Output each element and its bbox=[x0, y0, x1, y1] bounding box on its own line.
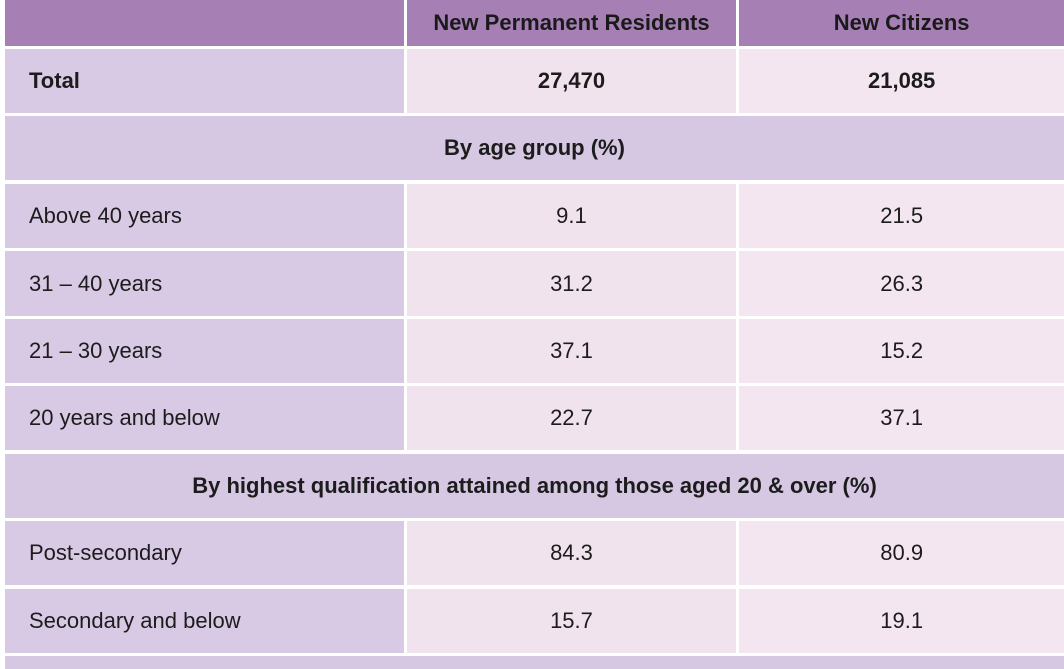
header-cell-new-permanent-residents: New Permanent Residents bbox=[406, 0, 737, 46]
cell-new-citizens: 26.3 bbox=[739, 251, 1064, 316]
table-row: Secondary and below 15.7 19.1 bbox=[0, 589, 1064, 653]
cell-new-citizens: 80.9 bbox=[739, 521, 1064, 585]
total-row: Total 27,470 21,085 bbox=[0, 49, 1064, 113]
section-title-qualification: By highest qualification attained among … bbox=[5, 454, 1064, 518]
cell-permanent-residents: 84.3 bbox=[406, 521, 737, 585]
row-label-total: Total bbox=[5, 49, 404, 113]
cell-permanent-residents: 22.7 bbox=[406, 386, 737, 450]
cell-permanent-residents: 31.2 bbox=[406, 251, 737, 316]
cell-new-citizens: 37.1 bbox=[739, 386, 1064, 450]
section-row-qualification: By highest qualification attained among … bbox=[0, 454, 1064, 518]
section-title-age-group: By age group (%) bbox=[5, 116, 1064, 180]
row-label: Secondary and below bbox=[5, 589, 404, 653]
row-label: Post-secondary bbox=[5, 521, 404, 585]
table-row: 31 – 40 years 31.2 26.3 bbox=[0, 251, 1064, 316]
row-label: Above 40 years bbox=[5, 184, 404, 248]
cell-new-citizens: 19.1 bbox=[739, 589, 1064, 653]
cell-permanent-residents: 9.1 bbox=[406, 184, 737, 248]
header-row: New Permanent Residents New Citizens bbox=[0, 0, 1064, 46]
cell-new-citizens: 21.5 bbox=[739, 184, 1064, 248]
table-row: 21 – 30 years 37.1 15.2 bbox=[0, 319, 1064, 383]
table-row: Post-secondary 84.3 80.9 bbox=[0, 521, 1064, 585]
header-cell-new-citizens: New Citizens bbox=[739, 0, 1064, 46]
cell-total-permanent-residents: 27,470 bbox=[406, 49, 737, 113]
section-row-age-group: By age group (%) bbox=[0, 116, 1064, 180]
row-label: 21 – 30 years bbox=[5, 319, 404, 383]
cell-new-citizens: 15.2 bbox=[739, 319, 1064, 383]
row-label: 20 years and below bbox=[5, 386, 404, 450]
header-cell-empty bbox=[5, 0, 404, 46]
section-band-partial bbox=[5, 656, 1064, 669]
cell-total-new-citizens: 21,085 bbox=[739, 49, 1064, 113]
table-row: Above 40 years 9.1 21.5 bbox=[0, 184, 1064, 248]
table-row: 20 years and below 22.7 37.1 bbox=[0, 386, 1064, 450]
cell-permanent-residents: 15.7 bbox=[406, 589, 737, 653]
cell-permanent-residents: 37.1 bbox=[406, 319, 737, 383]
row-label: 31 – 40 years bbox=[5, 251, 404, 316]
section-row-partial bbox=[0, 656, 1064, 669]
